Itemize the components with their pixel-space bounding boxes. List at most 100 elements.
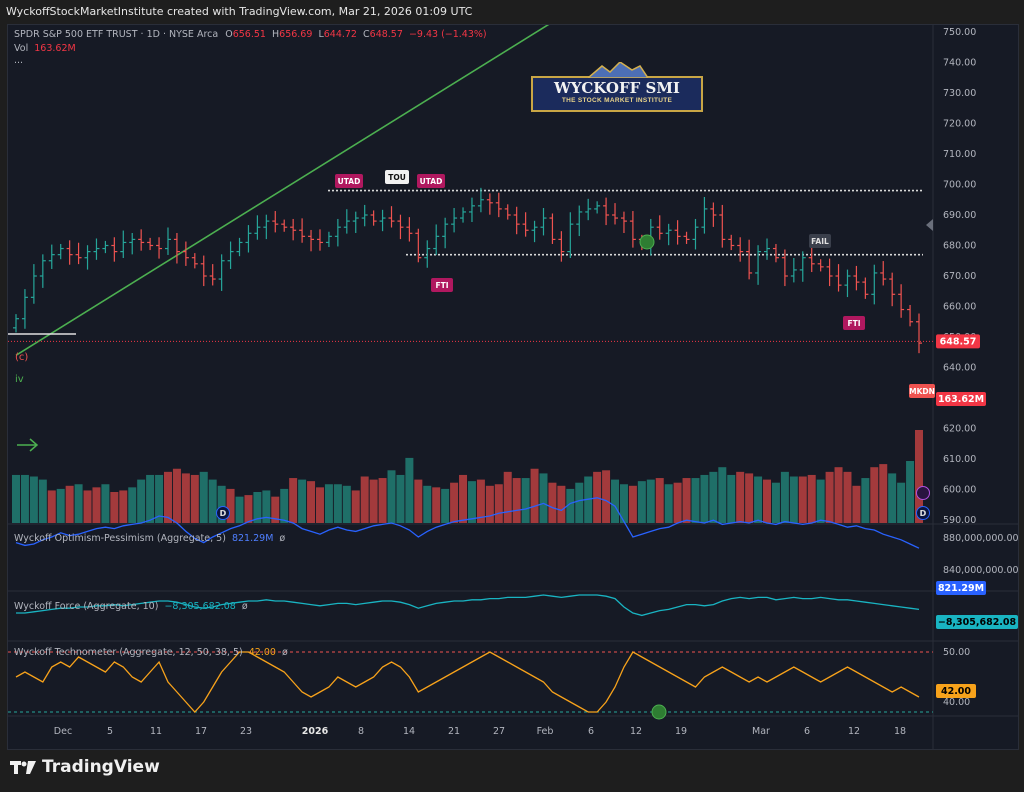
mkdn-tag-bg — [909, 384, 935, 398]
volume-bar — [897, 482, 906, 523]
volume-bar — [467, 481, 476, 523]
volume-bar — [754, 476, 763, 523]
volume-bar — [611, 479, 620, 523]
scroll-marker-icon[interactable] — [926, 219, 933, 231]
volume-bar — [548, 482, 557, 523]
volume-bar — [557, 485, 566, 523]
chart-header: WyckoffStockMarketInstitute created with… — [6, 5, 473, 18]
volume-badge-bg — [936, 392, 986, 406]
dividend-icon[interactable] — [916, 506, 930, 520]
force-line — [16, 594, 920, 617]
volume-badge: 163.62M — [938, 394, 984, 405]
technometer-legend-value: 42.00 — [248, 647, 276, 658]
uptrend-line — [15, 25, 550, 356]
volume-bar — [691, 478, 700, 523]
wave-c-label: (c) — [15, 352, 28, 363]
volume-bar — [807, 474, 816, 523]
volume-bar — [190, 474, 199, 523]
volume-bar — [736, 471, 745, 523]
time-tick-label: 2026 — [302, 726, 329, 737]
price-tick-label: 600.00 — [943, 485, 976, 496]
volume-bar — [619, 484, 628, 523]
chart-area[interactable]: 750.00 740.00 730.00 720.00 710.00 700.00 690.… — [7, 24, 1019, 750]
volume-bar — [861, 478, 870, 523]
high-value: 656.69 — [279, 29, 313, 40]
volume-bar — [816, 479, 825, 523]
volume-bar — [655, 478, 664, 523]
time-tick-label: 5 — [107, 726, 113, 737]
volume-bar — [700, 474, 709, 523]
volume-bar — [342, 485, 351, 523]
split-event-icon[interactable] — [916, 486, 930, 500]
force-legend-value: −8,305,682.08 — [164, 601, 236, 612]
volume-bar — [423, 485, 432, 523]
time-tick-label: 11 — [150, 726, 162, 737]
price-tick-label: 730.00 — [943, 88, 976, 99]
volume-bar — [539, 473, 548, 523]
utad-badge-1: UTAD — [338, 177, 361, 186]
fti-badge-2-bg — [843, 316, 865, 330]
tradingview-icon — [10, 761, 36, 774]
optimism-hide-icon[interactable]: ø — [279, 533, 286, 544]
volume-bar — [780, 471, 789, 523]
volume-bar — [646, 479, 655, 523]
volume-bar — [432, 487, 441, 523]
volume-bar — [56, 488, 65, 523]
legend-more-button[interactable]: ... — [14, 55, 24, 66]
volume-bar — [74, 484, 83, 523]
time-tick-label: 12 — [848, 726, 860, 737]
price-badge-bg — [936, 334, 980, 349]
volume-bar — [226, 488, 235, 523]
optimism-tick: 880,000,000.00 — [943, 533, 1018, 544]
chart-svg[interactable]: 750.00 740.00 730.00 720.00 710.00 700.00 690.… — [8, 25, 1018, 749]
price-tick-label: 660.00 — [943, 302, 976, 313]
time-tick-label: Feb — [537, 726, 554, 737]
volume-bar — [834, 467, 843, 523]
volume-bar — [199, 471, 208, 523]
technometer-hide-icon[interactable]: ø — [282, 647, 288, 658]
volume-bar — [101, 484, 110, 523]
technometer-legend-name: Wyckoff Technometer (Aggregate, 12, 50, … — [14, 647, 243, 658]
tradingview-logo[interactable]: TradingView — [10, 757, 160, 777]
tou-callout-bg — [385, 170, 409, 184]
volume-bar — [763, 479, 772, 523]
symbol-legend: SPDR S&P 500 ETF TRUST · 1D · NYSE Arca … — [14, 29, 487, 40]
volume-bar — [315, 487, 324, 523]
utad-badge-1-bg — [335, 174, 363, 188]
volume-bar — [405, 457, 414, 523]
force-hide-icon[interactable]: ø — [241, 601, 248, 612]
volume-bar — [852, 485, 861, 523]
utad-badge-2: UTAD — [420, 177, 443, 186]
volume-bar — [494, 484, 503, 523]
volume-bar — [485, 485, 494, 523]
volume-bar — [378, 478, 387, 523]
price-tick-label: 620.00 — [943, 424, 976, 435]
low-label: L — [318, 29, 324, 40]
optimism-legend-name: Wyckoff Optimism-Pessimism (Aggregate, 5… — [14, 533, 226, 544]
volume-bar — [459, 474, 468, 523]
optimism-badge: 821.29M — [938, 583, 984, 594]
time-tick-label: 8 — [358, 726, 364, 737]
volume-bar — [280, 488, 289, 523]
optimism-badge-bg — [936, 581, 986, 595]
volume-bar — [870, 467, 879, 523]
time-tick-label: Mar — [752, 726, 770, 737]
volume-bar — [369, 479, 378, 523]
volume-bar — [146, 474, 155, 523]
volume-bar — [307, 481, 316, 523]
logo-subtitle: THE STOCK MARKET INSTITUTE — [561, 97, 673, 104]
price-tick-label: 700.00 — [943, 180, 976, 191]
volume-bar — [888, 473, 897, 523]
volume-bar — [915, 430, 923, 523]
spring-marker — [639, 234, 655, 250]
wave-iv-label: iv — [15, 374, 24, 385]
volume-bar — [664, 484, 673, 523]
volume-bar — [20, 474, 29, 523]
price-tick-label: 670.00 — [943, 271, 976, 282]
time-tick-label: 27 — [493, 726, 505, 737]
volume-bar — [441, 488, 450, 523]
time-tick-label: 12 — [630, 726, 642, 737]
optimism-tick: 840,000,000.00 — [943, 565, 1018, 576]
dividend-icon[interactable] — [216, 506, 230, 520]
